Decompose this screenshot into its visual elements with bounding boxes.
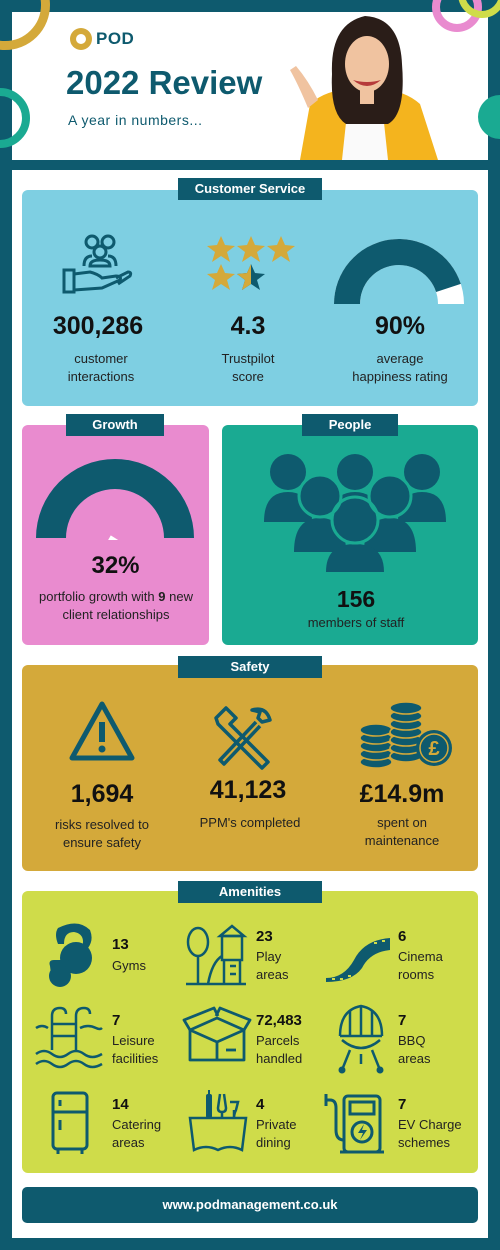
page-title: 2022 Review xyxy=(66,64,263,101)
dining-icon xyxy=(188,1090,248,1152)
kettlebell-icon xyxy=(49,923,92,987)
safety-panel xyxy=(22,665,478,871)
growth-value: 32% xyxy=(91,552,140,579)
people-tab: People xyxy=(302,414,398,436)
ev-charge-label: EV Charge schemes xyxy=(398,1117,462,1150)
cinema-rooms-count: 6 xyxy=(398,928,407,945)
coins-icon: £ xyxy=(359,701,452,769)
gyms-count: 13 xyxy=(112,936,129,953)
bbq-icon xyxy=(338,1004,384,1074)
catering-count: 14 xyxy=(112,1096,129,1113)
fridge-icon xyxy=(51,1091,89,1154)
play-areas-label: Play areas xyxy=(256,949,289,982)
trustpilot-score-value: 4.3 xyxy=(230,312,266,340)
customer-interactions-value: 300,286 xyxy=(52,312,144,340)
leisure-count: 7 xyxy=(112,1012,121,1029)
private-dining-count: 4 xyxy=(256,1096,265,1113)
header: POD 2022 Review A year in numbers... xyxy=(0,0,500,160)
warning-icon xyxy=(69,701,135,761)
amenities-panel xyxy=(22,891,478,1173)
catering-label: Catering areas xyxy=(112,1117,162,1150)
hand-people-icon xyxy=(62,234,133,294)
risks-caption: risks resolved to ensure safety xyxy=(55,817,149,850)
maintenance-caption: spent on maintenance xyxy=(364,815,440,848)
pool-icon xyxy=(35,1006,103,1069)
parcels-count: 72,483 xyxy=(256,1012,302,1029)
ppm-value: 41,123 xyxy=(209,776,287,804)
growth-caption: portfolio growth with 9 new client relat… xyxy=(34,588,198,624)
amenities-tab: Amenities xyxy=(178,881,322,903)
page-subtitle: A year in numbers... xyxy=(68,112,203,128)
tools-icon xyxy=(214,706,272,770)
happiness-rating-caption: average happiness rating xyxy=(352,351,448,384)
customer-service-tab: Customer Service xyxy=(178,178,322,200)
staff-value: 156 xyxy=(336,586,376,612)
stars-icon xyxy=(207,236,295,290)
growth-caption-post: new client relationships xyxy=(62,589,193,622)
parcel-icon xyxy=(182,1006,252,1062)
leisure-label: Leisure facilities xyxy=(112,1033,159,1066)
parcels-label: Parcels handled xyxy=(256,1033,303,1066)
cinema-rooms-label: Cinema rooms xyxy=(398,949,443,982)
growth-tab: Growth xyxy=(66,414,164,436)
svg-text:£: £ xyxy=(428,738,439,760)
ppm-caption: PPM's completed xyxy=(199,815,301,830)
bbq-label: BBQ areas xyxy=(398,1033,431,1066)
ev-charger-icon xyxy=(324,1094,384,1154)
customer-interactions-caption: customer interactions xyxy=(67,351,135,384)
logo-mark xyxy=(70,28,92,50)
woman-pointing-photo xyxy=(290,16,438,160)
decor-circle-teal-right xyxy=(478,95,500,139)
play-areas-count: 23 xyxy=(256,928,273,945)
happiness-gauge-icon xyxy=(334,238,464,304)
bbq-count: 7 xyxy=(398,1012,407,1029)
customer-service-panel xyxy=(22,190,478,406)
website-link[interactable]: www.podmanagement.co.uk xyxy=(22,1187,478,1223)
happiness-rating-value: 90% xyxy=(374,312,426,340)
staff-caption: members of staff xyxy=(307,615,405,630)
growth-caption-bold: 9 xyxy=(158,589,166,604)
gyms-label: Gyms xyxy=(112,958,146,973)
ev-charge-count: 7 xyxy=(398,1096,407,1113)
safety-tab: Safety xyxy=(178,656,322,678)
private-dining-label: Private dining xyxy=(256,1117,297,1150)
film-icon xyxy=(326,938,390,982)
growth-caption-pre: portfolio growth with xyxy=(39,589,159,604)
playground-icon xyxy=(186,924,248,986)
trustpilot-score-caption: Trustpilot score xyxy=(221,351,275,384)
risks-value: 1,694 xyxy=(70,780,134,808)
pod-logo: POD xyxy=(70,28,134,50)
logo-text: POD xyxy=(96,29,135,48)
staff-group-icon xyxy=(264,454,446,572)
maintenance-value: £14.9m xyxy=(359,780,445,808)
growth-gauge-icon xyxy=(36,459,194,540)
